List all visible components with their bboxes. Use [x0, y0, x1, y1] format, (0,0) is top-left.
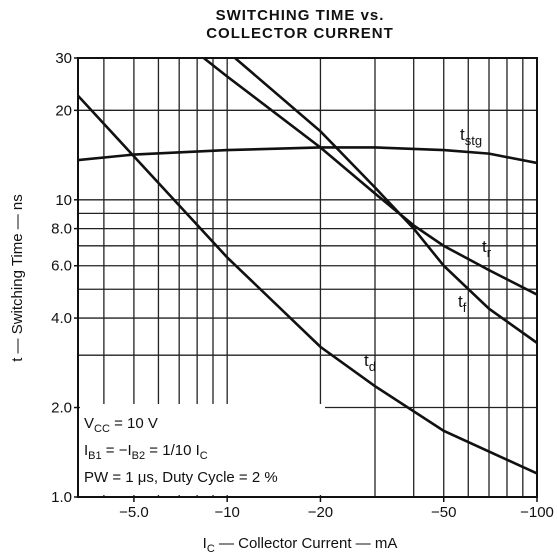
- condition-part: = 1/10 I: [145, 442, 200, 459]
- x-tick-label: −50: [431, 504, 456, 521]
- condition-sub: B2: [132, 450, 145, 462]
- x-tick-label: −20: [308, 504, 333, 521]
- conditions-box: [80, 404, 325, 495]
- condition-sub: C: [200, 450, 208, 462]
- condition-text: VCC = 10 V: [84, 415, 158, 435]
- series-label: tr: [482, 237, 492, 260]
- x-tick-label: −5.0: [119, 504, 149, 521]
- series-label-sub: stg: [465, 133, 482, 148]
- series-label-main: t: [460, 125, 465, 144]
- series-label-sub: f: [463, 300, 467, 315]
- y-tick-label: 8.0: [51, 221, 72, 238]
- x-label-sub: C: [207, 543, 215, 555]
- condition-part: = 10 V: [110, 415, 158, 432]
- x-tick-label: −10: [214, 504, 239, 521]
- x-label-part: — Collector Current — mA: [215, 535, 398, 552]
- chart-title: SWITCHING TIME vs.: [216, 7, 385, 24]
- y-tick-label: 1.0: [51, 489, 72, 506]
- series-label-main: t: [458, 292, 463, 311]
- condition-part: V: [84, 415, 94, 432]
- line-series: [234, 58, 537, 344]
- y-tick-label: 6.0: [51, 258, 72, 275]
- chart-title: COLLECTOR CURRENT: [206, 25, 394, 42]
- series-label: tstg: [460, 125, 482, 148]
- condition-sub: CC: [94, 423, 110, 435]
- series-label-main: t: [482, 237, 487, 256]
- y-tick-label: 20: [55, 102, 72, 119]
- line-series: [78, 146, 537, 165]
- x-tick-label: −100: [520, 504, 554, 521]
- y-tick-label: 4.0: [51, 310, 72, 327]
- y-tick-label: 2.0: [51, 400, 72, 417]
- y-axis-label: t — Switching Time — ns: [9, 194, 26, 362]
- condition-text: IB1 = −IB2 = 1/10 IC: [84, 442, 208, 462]
- line-series: [78, 94, 537, 475]
- plot-frame: [77, 57, 538, 498]
- condition-part: = −I: [102, 442, 132, 459]
- series-label: tf: [458, 292, 467, 315]
- y-tick-label: 30: [55, 50, 72, 67]
- condition-text: PW = 1 μs, Duty Cycle = 2 %: [84, 469, 278, 486]
- series-label-sub: d: [369, 359, 376, 374]
- y-tick-label: 10: [55, 192, 72, 209]
- condition-part: PW = 1 μs, Duty Cycle = 2 %: [84, 469, 278, 486]
- series-label-main: t: [364, 351, 369, 370]
- x-label-part: I: [203, 535, 207, 552]
- series-label-sub: r: [487, 245, 492, 260]
- condition-part: I: [84, 442, 88, 459]
- x-axis-label: IC — Collector Current — mA: [203, 535, 398, 555]
- series-label: td: [364, 351, 376, 374]
- condition-sub: B1: [88, 450, 101, 462]
- curves: [78, 58, 537, 475]
